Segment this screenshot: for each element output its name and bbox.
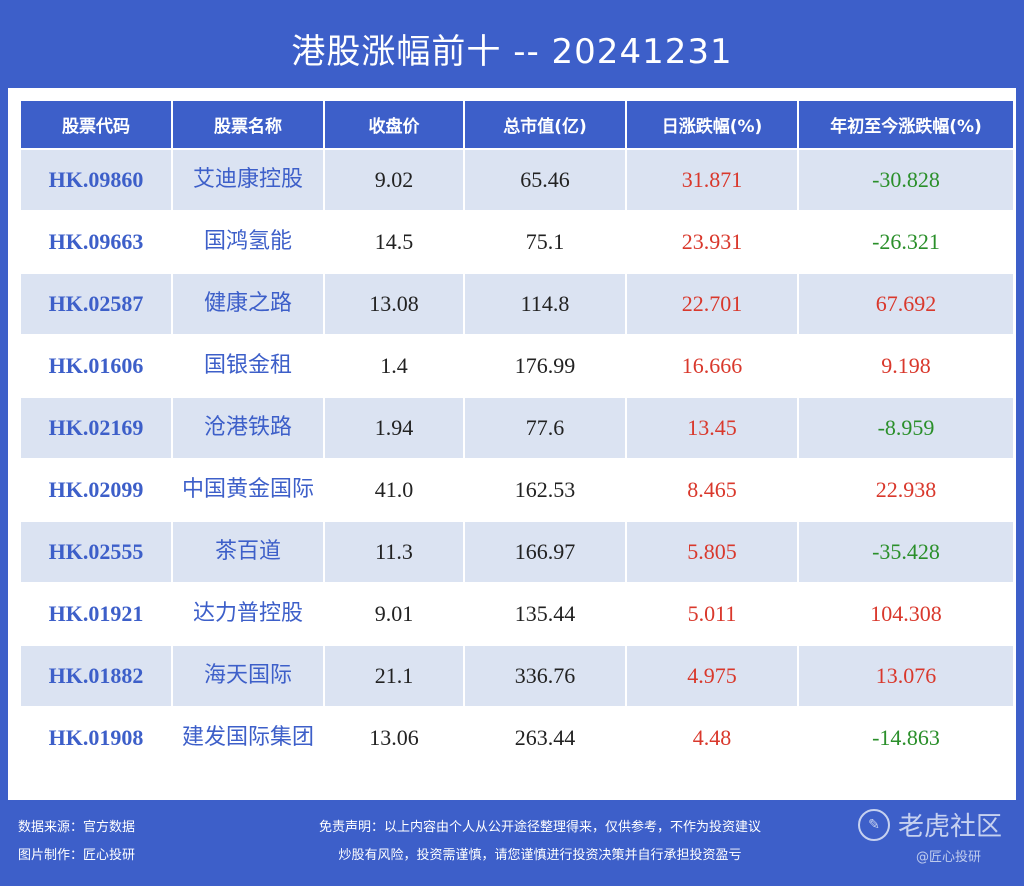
header-close: 收盘价	[323, 99, 465, 150]
market-cap: 166.97	[463, 520, 627, 584]
close-price: 9.01	[323, 582, 465, 646]
stock-code: HK.01908	[19, 706, 173, 770]
table-header-row: 股票代码 股票名称 收盘价 总市值(亿) 日涨跌幅(%) 年初至今涨跌幅(%)	[19, 99, 1015, 150]
ytd-change: 13.076	[797, 644, 1015, 708]
daily-change: 23.931	[625, 210, 799, 274]
stock-name: 达力普控股	[171, 582, 325, 646]
header-market-cap: 总市值(亿)	[463, 99, 627, 150]
stock-table: 股票代码 股票名称 收盘价 总市值(亿) 日涨跌幅(%) 年初至今涨跌幅(%) …	[19, 99, 1015, 770]
daily-change: 5.011	[625, 582, 799, 646]
table-body: HK.09860 艾迪康控股 9.02 65.46 31.871 -30.828 HK.09…	[19, 148, 1015, 770]
stock-code: HK.01882	[19, 644, 173, 708]
stock-name: 海天国际	[171, 644, 325, 708]
table-row: HK.02587 健康之路 13.08 114.8 22.701 67.692	[19, 272, 1015, 336]
close-price: 41.0	[323, 458, 465, 522]
market-cap: 263.44	[463, 706, 627, 770]
stock-name: 沧港铁路	[171, 396, 325, 460]
daily-change: 5.805	[625, 520, 799, 584]
table-row: HK.01882 海天国际 21.1 336.76 4.975 13.076	[19, 644, 1015, 708]
market-cap: 176.99	[463, 334, 627, 398]
stock-name: 健康之路	[171, 272, 325, 336]
ytd-change: 104.308	[797, 582, 1015, 646]
close-price: 9.02	[323, 148, 465, 212]
footer-left: 数据来源：官方数据 图片制作：匠心投研	[18, 814, 135, 870]
table-row: HK.02169 沧港铁路 1.94 77.6 13.45 -8.959	[19, 396, 1015, 460]
header-code: 股票代码	[19, 99, 173, 150]
close-price: 14.5	[323, 210, 465, 274]
table-row: HK.01908 建发国际集团 13.06 263.44 4.48 -14.863	[19, 706, 1015, 770]
stock-code: HK.01921	[19, 582, 173, 646]
daily-change: 4.975	[625, 644, 799, 708]
ytd-change: 67.692	[797, 272, 1015, 336]
close-price: 1.94	[323, 396, 465, 460]
table-row: HK.09860 艾迪康控股 9.02 65.46 31.871 -30.828	[19, 148, 1015, 212]
stock-name: 国鸿氢能	[171, 210, 325, 274]
close-price: 11.3	[323, 520, 465, 584]
ytd-change: -14.863	[797, 706, 1015, 770]
close-price: 21.1	[323, 644, 465, 708]
header-daily-change: 日涨跌幅(%)	[625, 99, 799, 150]
stock-name: 建发国际集团	[171, 706, 325, 770]
watermark: ✎ 老虎社区	[858, 806, 1002, 843]
table-row: HK.01606 国银金租 1.4 176.99 16.666 9.198	[19, 334, 1015, 398]
market-cap: 114.8	[463, 272, 627, 336]
stock-code: HK.02169	[19, 396, 173, 460]
daily-change: 4.48	[625, 706, 799, 770]
header-name: 股票名称	[171, 99, 325, 150]
data-source: 数据来源：官方数据	[18, 820, 136, 835]
table-row: HK.02555 茶百道 11.3 166.97 5.805 -35.428	[19, 520, 1015, 584]
page-title: 港股涨幅前十 -- 20241231	[291, 32, 733, 72]
ytd-change: 9.198	[797, 334, 1015, 398]
close-price: 13.06	[323, 706, 465, 770]
stock-name: 国银金租	[171, 334, 325, 398]
disclaimer-line-1: 免责声明：以上内容由个人从公开途径整理得来，仅供参考，不作为投资建议	[318, 820, 761, 835]
ytd-change: -35.428	[797, 520, 1015, 584]
stock-code: HK.09663	[19, 210, 173, 274]
stock-code: HK.01606	[19, 334, 173, 398]
daily-change: 16.666	[625, 334, 799, 398]
table-row: HK.01921 达力普控股 9.01 135.44 5.011 104.308	[19, 582, 1015, 646]
daily-change: 13.45	[625, 396, 799, 460]
stock-code: HK.09860	[19, 148, 173, 212]
market-cap: 336.76	[463, 644, 627, 708]
market-cap: 77.6	[463, 396, 627, 460]
table-panel: 股票代码 股票名称 收盘价 总市值(亿) 日涨跌幅(%) 年初至今涨跌幅(%) …	[8, 88, 1016, 800]
disclaimer-line-2: 炒股有风险，投资需谨慎，请您谨慎进行投资决策并自行承担投资盈亏	[338, 848, 742, 863]
watermark-brand: 老虎社区	[898, 812, 1003, 842]
close-price: 13.08	[323, 272, 465, 336]
ytd-change: -8.959	[797, 396, 1015, 460]
daily-change: 31.871	[625, 148, 799, 212]
stock-name: 艾迪康控股	[171, 148, 325, 212]
ytd-change: -30.828	[797, 148, 1015, 212]
tiger-logo-icon: ✎	[858, 808, 890, 841]
stock-code: HK.02587	[19, 272, 173, 336]
stock-code: HK.02555	[19, 520, 173, 584]
stock-name: 茶百道	[171, 520, 325, 584]
ytd-change: -26.321	[797, 210, 1015, 274]
footer-disclaimer: 免责声明：以上内容由个人从公开途径整理得来，仅供参考，不作为投资建议 炒股有风险…	[280, 814, 800, 870]
ytd-change: 22.938	[797, 458, 1015, 522]
watermark-sub: @匠心投研	[916, 850, 982, 865]
market-cap: 65.46	[463, 148, 627, 212]
stock-code: HK.02099	[19, 458, 173, 522]
table-row: HK.09663 国鸿氢能 14.5 75.1 23.931 -26.321	[19, 210, 1015, 274]
header-ytd-change: 年初至今涨跌幅(%)	[797, 99, 1015, 150]
stock-name: 中国黄金国际	[171, 458, 325, 522]
daily-change: 8.465	[625, 458, 799, 522]
market-cap: 162.53	[463, 458, 627, 522]
table-row: HK.02099 中国黄金国际 41.0 162.53 8.465 22.938	[19, 458, 1015, 522]
daily-change: 22.701	[625, 272, 799, 336]
close-price: 1.4	[323, 334, 465, 398]
market-cap: 75.1	[463, 210, 627, 274]
market-cap: 135.44	[463, 582, 627, 646]
image-maker: 图片制作：匠心投研	[18, 848, 136, 863]
